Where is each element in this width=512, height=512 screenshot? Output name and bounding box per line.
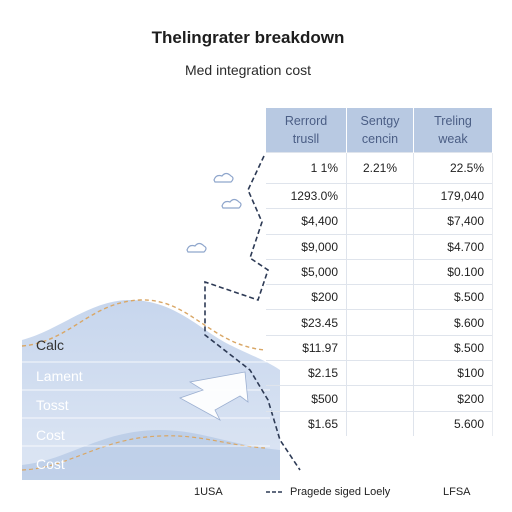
table-row: $200 $.500 xyxy=(266,284,493,310)
table-row: $11.97 $.500 xyxy=(266,334,493,361)
table-row: $2.15 $100 xyxy=(266,360,493,386)
table-cell: $5,000 xyxy=(266,258,347,285)
table-cell: 1 1% xyxy=(266,152,347,184)
table-cell: 5.600 xyxy=(413,410,493,436)
area-label: Tosst xyxy=(36,397,69,413)
column-header: Sentgy cencin xyxy=(346,108,414,153)
table-cell: $500 xyxy=(266,385,347,412)
table-cell: $100 xyxy=(413,360,493,386)
table-cell: $7,400 xyxy=(413,208,493,235)
legend-item: 1USA xyxy=(194,486,223,498)
table-cell xyxy=(346,284,414,310)
table-cell: $4.700 xyxy=(413,233,493,260)
arrow-shape xyxy=(179,371,249,421)
table-cell xyxy=(346,410,414,436)
area-label: Cost xyxy=(36,456,65,472)
table-cell: $.500 xyxy=(413,284,493,310)
table-cell: $11.97 xyxy=(266,334,347,361)
data-table: Rerrord trusll Sentgy cencin Treling weak 1… xyxy=(266,108,493,436)
table-cell xyxy=(346,360,414,386)
legend-item: Pragede siged Loely xyxy=(290,486,391,498)
chart-subtitle: Med integration cost xyxy=(184,62,312,78)
table-cell: $4,400 xyxy=(266,208,347,235)
table-row: $4,400 $7,400 xyxy=(266,208,493,235)
table-row: 1293.0% 179,040 xyxy=(266,182,493,209)
table-cell: $23.45 xyxy=(266,309,347,336)
column-header: Rerrord trusll xyxy=(266,108,347,153)
table-cell xyxy=(346,334,414,361)
table-cell: 179,040 xyxy=(413,182,493,209)
area-label: Lament xyxy=(36,368,83,384)
table-cell: $200 xyxy=(266,284,347,310)
legend-item: LFSA xyxy=(443,486,471,498)
cloud-icons xyxy=(186,172,242,253)
table-cell: 1293.0% xyxy=(266,182,347,209)
table-row: $500 $200 xyxy=(266,385,493,412)
table-row: $9,000 $4.700 xyxy=(266,233,493,260)
area-label: Calc xyxy=(36,337,64,353)
table-row: $1.65 5.600 xyxy=(266,410,493,436)
area-label: Cost xyxy=(36,427,65,443)
table-cell: $.500 xyxy=(413,334,493,361)
table-cell xyxy=(346,233,414,260)
table-cell: $2.15 xyxy=(266,360,347,386)
table-cell: $0.100 xyxy=(413,258,493,285)
table-row: $5,000 $0.100 xyxy=(266,258,493,285)
table-cell: $9,000 xyxy=(266,233,347,260)
table-cell: $200 xyxy=(413,385,493,412)
table-cell xyxy=(346,208,414,235)
table-row: 1 1% 2.21% 22.5% xyxy=(266,152,493,184)
chart-title: Thelingrater breakdown xyxy=(151,28,345,47)
table-cell: 22.5% xyxy=(413,152,493,184)
column-header: Treling weak xyxy=(413,108,493,153)
area-labels: Calc Lament Tosst Cost Cost xyxy=(36,337,83,472)
table-cell xyxy=(346,309,414,336)
dashed-curve-lower xyxy=(21,435,266,471)
table-cell xyxy=(346,385,414,412)
table-cell: $.600 xyxy=(413,309,493,336)
area-wave xyxy=(22,430,280,480)
table-row: $23.45 $.600 xyxy=(266,309,493,336)
dashed-curve xyxy=(21,299,266,351)
table-cell xyxy=(346,258,414,285)
table-cell: $1.65 xyxy=(266,410,347,436)
table-cell: 2.21% xyxy=(346,152,414,184)
table-cell xyxy=(346,182,414,209)
